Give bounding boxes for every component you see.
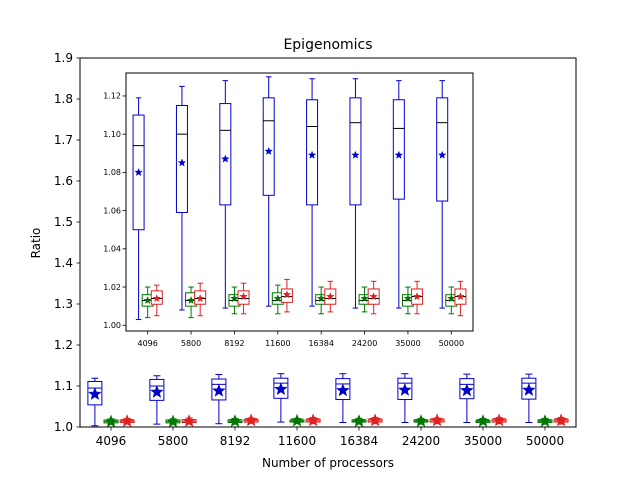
- y-tick-label: 1.5: [54, 215, 73, 229]
- x-tick-label: 16384: [340, 434, 378, 448]
- box-mean-marker: [177, 158, 187, 167]
- box-mean-marker: [307, 150, 317, 159]
- box-mean-marker: [290, 413, 304, 427]
- box-mean-marker: [264, 146, 273, 156]
- y-tick-label: 1.12: [103, 92, 121, 101]
- box-mean-marker: [368, 413, 382, 427]
- y-tick-label: 1.7: [54, 133, 73, 147]
- box-mean-marker: [336, 383, 350, 397]
- box-mean-marker: [522, 382, 536, 396]
- axes-frame: [125, 72, 474, 332]
- box-mean-marker: [456, 292, 465, 301]
- x-tick-label: 35000: [464, 434, 502, 448]
- y-tick-label: 1.6: [54, 174, 73, 188]
- x-tick-label: 8192: [220, 434, 251, 448]
- x-tick-label: 5800: [181, 339, 201, 348]
- x-tick-label: 4096: [138, 339, 158, 348]
- x-axis-label: Number of processors: [262, 456, 394, 470]
- box-mean-marker: [212, 383, 226, 397]
- box-mean-marker: [186, 295, 196, 305]
- box-mean-marker: [430, 413, 444, 427]
- box-mean-marker: [244, 413, 258, 427]
- box-mean-marker: [88, 386, 102, 401]
- x-tick-label: 24200: [402, 434, 440, 448]
- box-mean-marker: [150, 384, 164, 398]
- box-mean-marker: [104, 414, 118, 428]
- y-tick-label: 1.8: [54, 92, 73, 106]
- box-mean-marker: [306, 413, 320, 427]
- box-mean-marker: [492, 413, 506, 427]
- x-tick-label: 50000: [439, 339, 464, 348]
- y-tick-label: 1.02: [103, 283, 121, 292]
- box-body: [436, 97, 449, 202]
- box-mean-marker: [554, 413, 568, 427]
- box-mean-marker: [228, 414, 242, 428]
- box-body: [392, 99, 405, 200]
- box-mean-marker: [239, 292, 248, 301]
- x-tick-label: 11600: [265, 339, 290, 348]
- box-mean-marker: [394, 150, 404, 159]
- y-tick-label: 1.0: [54, 420, 73, 434]
- y-axis-label: Ratio: [29, 228, 43, 259]
- box-mean-marker: [143, 295, 152, 305]
- x-tick-label: 4096: [96, 434, 127, 448]
- box-mean-marker: [437, 150, 447, 159]
- box-body: [262, 97, 275, 196]
- y-tick-label: 1.06: [103, 206, 121, 215]
- box-mean-marker: [398, 382, 412, 396]
- y-tick-label: 1.00: [103, 321, 121, 330]
- y-tick-label: 1.10: [103, 130, 121, 139]
- box-body: [219, 103, 232, 206]
- box-mean-marker: [273, 293, 283, 303]
- x-tick-label: 8192: [224, 339, 244, 348]
- chart-title: Epigenomics: [283, 37, 372, 53]
- y-tick-label: 1.4: [54, 256, 73, 270]
- inset-plot-area: 1.00 1.02 1.04 1.06 1.08 1.10 1.12 4096 5800 8192…: [103, 72, 474, 348]
- y-tick-label: 1.2: [54, 338, 73, 352]
- y-tick-label: 1.08: [103, 168, 121, 177]
- box-mean-marker: [352, 414, 366, 428]
- box-mean-marker: [195, 293, 205, 303]
- x-tick-label: 16384: [308, 339, 333, 348]
- x-tick-label: 24200: [352, 339, 377, 348]
- box-mean-marker: [134, 167, 143, 177]
- box-mean-marker: [412, 292, 422, 301]
- y-tick-label: 1.9: [54, 51, 73, 65]
- x-tick-label: 11600: [278, 434, 316, 448]
- box-mean-marker: [221, 154, 230, 163]
- box-mean-marker: [460, 383, 474, 397]
- box-mean-marker: [325, 292, 335, 301]
- box-mean-marker: [182, 414, 196, 428]
- box-mean-marker: [360, 293, 369, 303]
- x-tick-label: 50000: [526, 434, 564, 448]
- box-mean-marker: [369, 292, 378, 301]
- box-mean-marker: [152, 293, 162, 303]
- box-mean-marker: [538, 414, 552, 428]
- box-mean-marker: [403, 293, 413, 303]
- box-mean-marker: [274, 382, 288, 396]
- y-tick-label: 1.3: [54, 297, 73, 311]
- box-mean-marker: [316, 293, 326, 303]
- box-mean-marker: [414, 414, 428, 428]
- box-mean-marker: [282, 290, 292, 299]
- box-mean-marker: [120, 414, 134, 428]
- box-mean-marker: [230, 293, 239, 303]
- x-tick-label: 35000: [395, 339, 420, 348]
- y-tick-label: 1.1: [54, 379, 73, 393]
- x-tick-label: 5800: [158, 434, 189, 448]
- box-mean-marker: [166, 414, 180, 428]
- box-mean-marker: [447, 293, 456, 303]
- axes-frame: [79, 57, 577, 428]
- y-tick-label: 1.04: [103, 245, 121, 254]
- box-mean-marker: [476, 414, 490, 428]
- box-mean-marker: [351, 150, 360, 159]
